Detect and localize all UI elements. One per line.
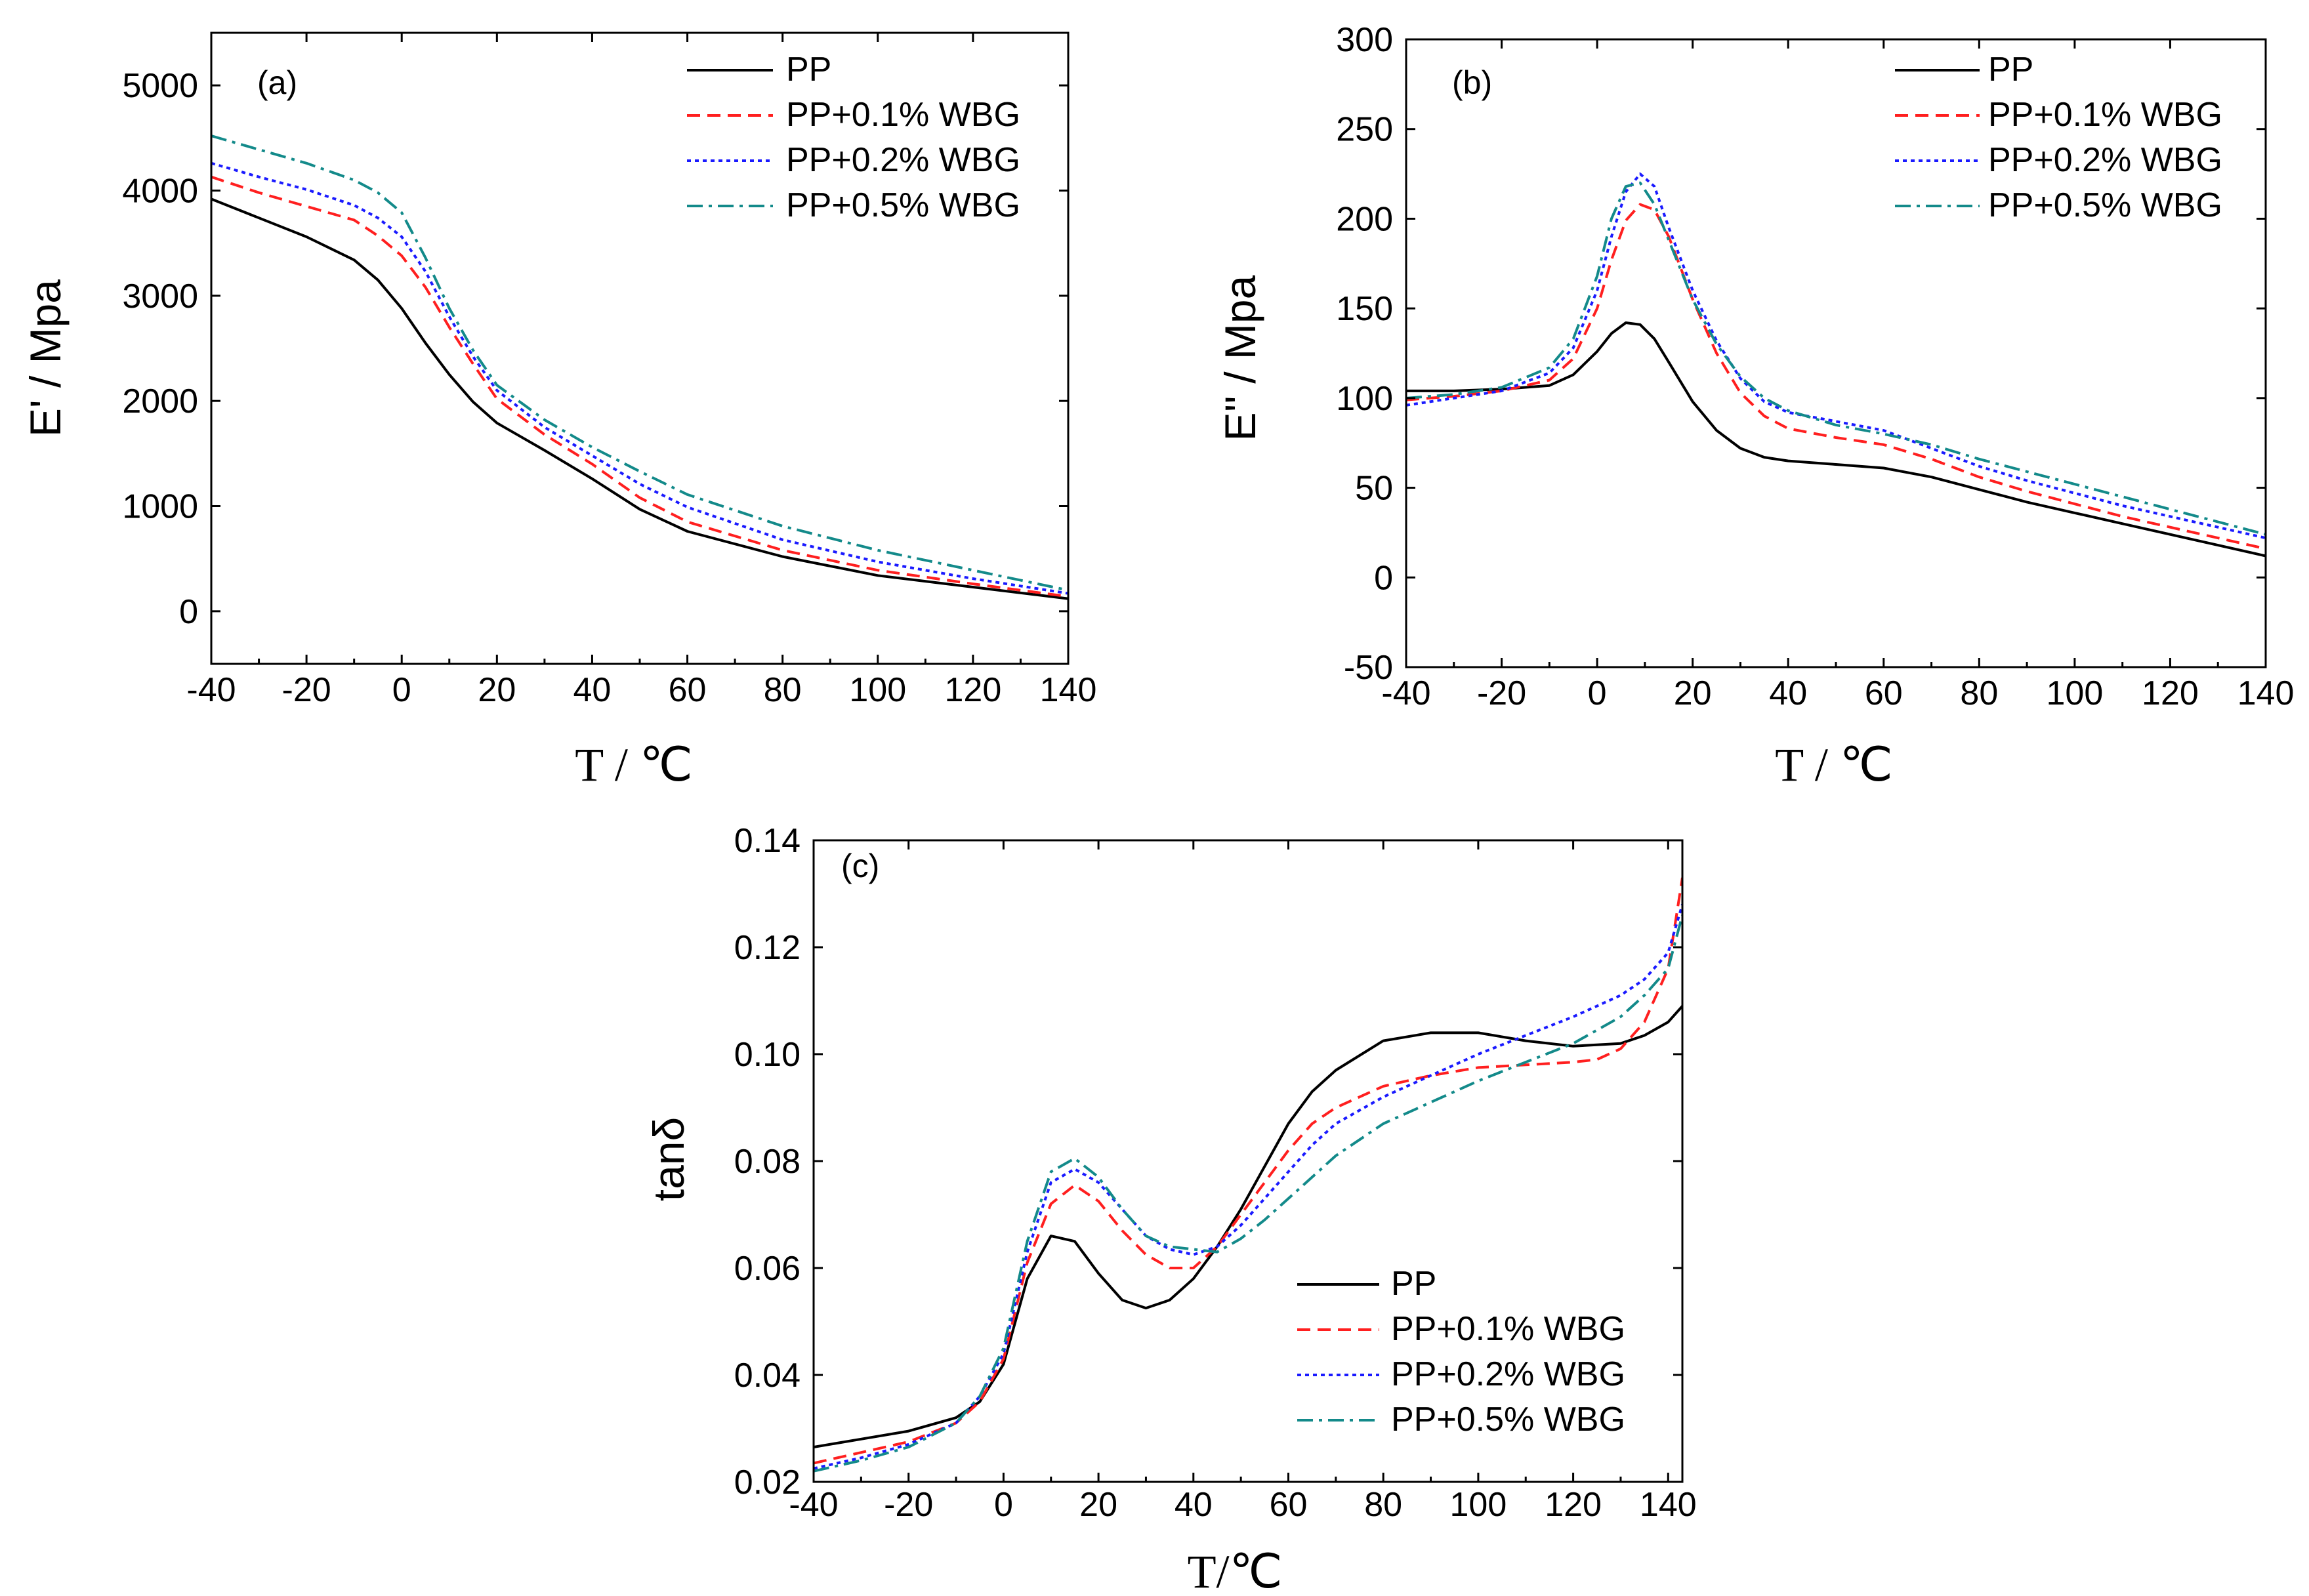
y-tick-label: 300 xyxy=(1336,21,1393,59)
y-tick-label: 100 xyxy=(1336,380,1393,418)
x-tick-label: 40 xyxy=(1175,1486,1213,1524)
series-line-pp-0-1-wbg xyxy=(1406,203,2266,550)
series-line-pp-0-5-wbg xyxy=(814,914,1682,1473)
y-tick-label: 0.12 xyxy=(734,929,801,967)
panel-a: -40 -20 0 20 40 60 80 100 120 140 0 1000 2000 3000 400… xyxy=(21,31,1097,791)
panel-c: -40 -20 0 20 40 60 80 100 120 140 0.02 0.04 0.06 0.08… xyxy=(644,822,1697,1596)
y-tick-label: 0.14 xyxy=(734,822,801,860)
x-tick-label: 20 xyxy=(1674,674,1712,712)
x-tick-label: 140 xyxy=(1040,671,1097,709)
plot-area xyxy=(1406,173,2266,558)
x-tick-label: 40 xyxy=(1769,674,1807,712)
x-tick-label: 140 xyxy=(2237,674,2295,712)
y-tick-label: 1000 xyxy=(122,488,198,526)
y-axis-label: E' / Mpa xyxy=(21,279,70,437)
y-tick-label: 200 xyxy=(1336,200,1393,238)
y-tick-label: 0 xyxy=(179,593,198,631)
y-tick-label: 3000 xyxy=(122,277,198,316)
x-tick-label: 0 xyxy=(392,671,411,709)
legend-label: PP xyxy=(1391,1265,1436,1303)
y-tick-label: 0.10 xyxy=(734,1036,801,1074)
series-line-pp-0-2-wbg xyxy=(211,161,1068,595)
y-tick-label: 0 xyxy=(1374,559,1393,597)
series-line-pp-0-5-wbg xyxy=(1406,181,2266,536)
panel-tag: (b) xyxy=(1452,64,1492,101)
legend-label: PP+0.5% WBG xyxy=(786,186,1020,224)
x-tick-label: 40 xyxy=(573,671,612,709)
x-tick-label: 60 xyxy=(669,671,707,709)
legend-label: PP xyxy=(1988,51,2033,89)
series-line-pp-0-1-wbg xyxy=(211,175,1068,598)
x-tick-label: 140 xyxy=(1640,1486,1697,1524)
legend-label: PP+0.1% WBG xyxy=(1988,96,2222,134)
x-tick-label: 0 xyxy=(994,1486,1013,1524)
x-tick-label: -40 xyxy=(186,671,236,709)
x-tick-label: 60 xyxy=(1270,1486,1308,1524)
legend-label: PP+0.2% WBG xyxy=(1391,1355,1625,1393)
x-tick-label: -20 xyxy=(1477,674,1526,712)
legend: PP PP+0.1% WBG PP+0.2% WBG PP+0.5% WBG xyxy=(1297,1265,1625,1439)
y-tick-label: 5000 xyxy=(122,67,198,105)
legend-label: PP xyxy=(786,51,831,89)
y-tick-label: 0.02 xyxy=(734,1463,801,1502)
y-tick-label: 250 xyxy=(1336,111,1393,149)
x-axis-label: T / ℃ xyxy=(575,739,693,791)
x-tick-label: 100 xyxy=(1450,1486,1507,1524)
y-tick-label: 0.08 xyxy=(734,1143,801,1181)
y-tick-label: 2000 xyxy=(122,382,198,420)
x-tick-label: 100 xyxy=(2047,674,2104,712)
x-axis-label: T / ℃ xyxy=(1775,739,1893,791)
x-tick-label: 100 xyxy=(849,671,906,709)
y-tick-label: 150 xyxy=(1336,290,1393,328)
y-axis-label: E'' / Mpa xyxy=(1216,275,1264,441)
series-line-pp xyxy=(211,197,1068,600)
x-tick-label: 80 xyxy=(1960,674,1998,712)
plot-area xyxy=(814,877,1682,1473)
legend-label: PP+0.1% WBG xyxy=(786,96,1020,134)
x-tick-label: 120 xyxy=(945,671,1002,709)
y-tick-label: -50 xyxy=(1344,649,1393,687)
x-axis-label: T/℃ xyxy=(1188,1545,1283,1596)
x-tick-label: 20 xyxy=(478,671,516,709)
x-tick-label: 0 xyxy=(1588,674,1607,712)
series-line-pp xyxy=(1406,321,2266,558)
legend-label: PP+0.1% WBG xyxy=(1391,1310,1625,1348)
legend: PP PP+0.1% WBG PP+0.2% WBG PP+0.5% WBG xyxy=(1895,51,2222,224)
panel-tag: (a) xyxy=(257,64,297,101)
panel-b: -40 -20 0 20 40 60 80 100 120 140 -50 0 50 100 150 200 2… xyxy=(1216,21,2294,791)
series-line-pp-0-2-wbg xyxy=(814,904,1682,1470)
y-tick-label: 0.04 xyxy=(734,1357,801,1395)
y-tick-label: 4000 xyxy=(122,173,198,211)
y-tick-label: 50 xyxy=(1355,470,1393,508)
series-line-pp-0-5-wbg xyxy=(211,134,1068,592)
y-tick-label: 0.06 xyxy=(734,1250,801,1288)
x-tick-label: 120 xyxy=(2142,674,2199,712)
legend: PP PP+0.1% WBG PP+0.2% WBG PP+0.5% WBG xyxy=(687,51,1020,224)
x-tick-label: 20 xyxy=(1079,1486,1117,1524)
legend-label: PP+0.2% WBG xyxy=(1988,141,2222,179)
x-tick-label: 80 xyxy=(764,671,802,709)
y-axis-label: tanδ xyxy=(644,1117,693,1202)
x-tick-label: -20 xyxy=(282,671,331,709)
legend-label: PP+0.5% WBG xyxy=(1988,186,2222,224)
plot-area xyxy=(211,134,1068,600)
legend-label: PP+0.2% WBG xyxy=(786,141,1020,179)
panel-tag: (c) xyxy=(841,848,879,884)
x-tick-label: 120 xyxy=(1545,1486,1602,1524)
x-tick-label: -40 xyxy=(789,1486,838,1524)
x-tick-label: 80 xyxy=(1364,1486,1402,1524)
x-tick-label: -40 xyxy=(1381,674,1430,712)
x-tick-label: 60 xyxy=(1865,674,1903,712)
x-tick-label: -20 xyxy=(884,1486,933,1524)
series-line-pp-0-2-wbg xyxy=(1406,173,2266,540)
legend-label: PP+0.5% WBG xyxy=(1391,1401,1625,1439)
